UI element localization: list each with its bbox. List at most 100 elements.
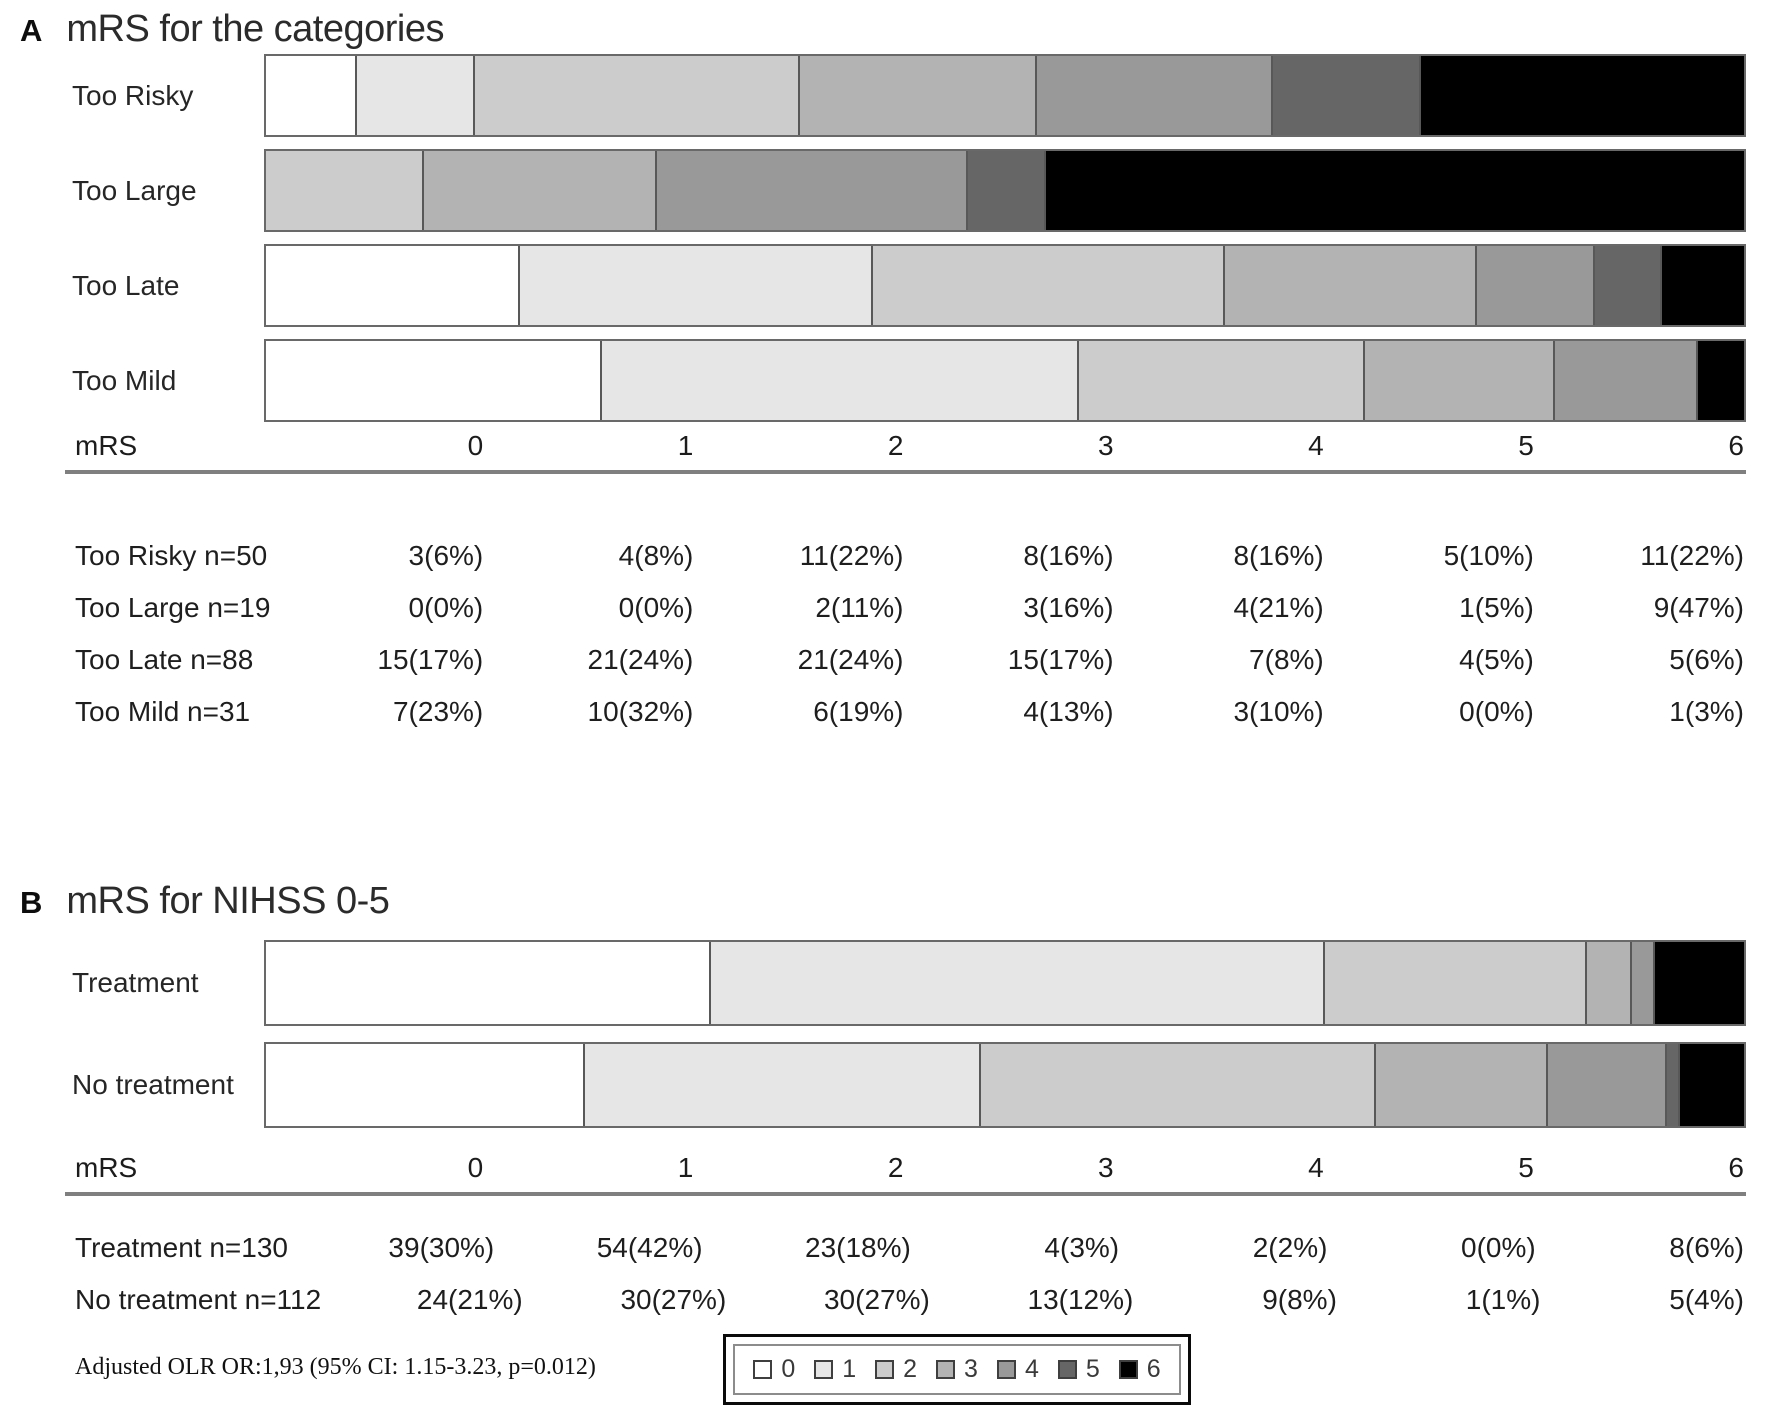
table-value-cell: 4(5%) (1459, 644, 1534, 675)
bar-segment-mrs-6 (1696, 341, 1744, 420)
panel-a-tag: A (20, 13, 43, 48)
panel-a-axis-row: mRS 0 1 2 3 4 5 6 (65, 422, 1746, 470)
table-row-label: Too Large n=19 (75, 592, 271, 623)
table-row: Too Large n=19 0(0%) 0(0%) 2(11%) 3(16%) 4(21… (65, 582, 1746, 634)
table-row: No treatment n=112 24(21%) 30(27%) 30(27%) 1… (65, 1274, 1746, 1326)
table-value-cell: 1(5%) (1459, 592, 1534, 623)
table-value-cell: 8(16%) (1233, 540, 1324, 571)
table-value-cell: 0(0%) (618, 592, 694, 623)
bar-segment-mrs-0 (266, 942, 710, 1024)
table-value-cell: 3(16%) (1023, 592, 1114, 623)
bar-segment-mrs-0 (266, 341, 600, 420)
legend-swatch-icon (996, 1360, 1016, 1379)
bar-segment-mrs-3 (798, 56, 1035, 135)
axis-tick: 3 (1098, 1152, 1114, 1183)
legend-swatch-icon (753, 1360, 773, 1379)
bar-segment-mrs-3 (1223, 246, 1476, 325)
table-value-cell: 4(3%) (1044, 1232, 1120, 1263)
table-value-cell: 24(21%) (416, 1284, 523, 1315)
panel-a-bars: Too Risky Too Large Too Late Too Mild (0, 54, 1746, 422)
table-value-cell: 3(10%) (1233, 696, 1324, 727)
bar-segment-mrs-1 (709, 942, 1324, 1024)
bar-segment-mrs-6 (1659, 246, 1744, 325)
bar-label: No treatment (72, 1069, 234, 1100)
table-value-cell: 1(1%) (1465, 1284, 1541, 1315)
panel-b-header: B mRS for NIHSS 0-5 (0, 880, 1772, 940)
table-value-cell: 15(17%) (377, 644, 484, 675)
table-value-cell: 30(27%) (823, 1284, 930, 1315)
legend-item: 2 (875, 1355, 917, 1384)
table-value-cell: 4(8%) (618, 540, 694, 571)
panel-a: A mRS for the categories Too Risky Too La… (0, 8, 1746, 727)
legend-label: 4 (1024, 1355, 1039, 1383)
legend-swatch-icon (875, 1360, 895, 1379)
bar-track (264, 54, 1746, 137)
mrs-legend: 0 1 2 3 4 5 6 (723, 1334, 1191, 1405)
bar-segment-mrs-0 (266, 56, 355, 135)
legend-item: 4 (996, 1355, 1039, 1384)
axis-tick: 0 (467, 430, 484, 461)
bar-segment-mrs-5 (1271, 56, 1419, 135)
table-value-cell: 9(47%) (1653, 592, 1744, 623)
legend-swatch-icon (1057, 1360, 1077, 1379)
bar-segment-mrs-2 (870, 246, 1224, 325)
bar-segment-mrs-5 (966, 151, 1044, 230)
bar-segment-mrs-1 (354, 56, 473, 135)
table-row-label: Too Risky n=50 (75, 540, 268, 571)
panel-a-axis-underline (65, 470, 1746, 474)
table-row-label: Too Late n=88 (75, 644, 254, 675)
table-value-cell: 1(3%) (1669, 696, 1744, 727)
axis-tick: 6 (1728, 1152, 1744, 1183)
table-value-cell: 21(24%) (587, 644, 694, 675)
bar-segment-mrs-0 (266, 246, 518, 325)
table-value-cell: 7(8%) (1249, 644, 1324, 675)
legend-label: 3 (964, 1355, 978, 1383)
axis-tick: 3 (1098, 430, 1114, 461)
table-row: Too Risky n=50 3(6%) 4(8%) 11(22%) 8(16%) 8(1… (65, 530, 1746, 582)
bar-segment-mrs-3 (421, 151, 655, 230)
bar-segment-mrs-1 (517, 246, 871, 325)
bar-track (264, 940, 1746, 1026)
table-value-cell: 21(24%) (797, 644, 904, 675)
legend-label: 6 (1146, 1355, 1161, 1383)
panel-b-bars: Treatment No treatment (0, 940, 1746, 1128)
legend-swatch-icon (936, 1360, 956, 1379)
axis-tick: 2 (887, 1152, 904, 1183)
legend-swatch-icon (814, 1360, 834, 1379)
bar-label: Too Mild (72, 364, 177, 396)
bar-row: Treatment (0, 940, 1746, 1026)
footer-row: Adjusted OLR OR:1,93 (95% CI: 1.15-3.23,… (0, 1354, 1772, 1381)
adjusted-olr-footnote: Adjusted OLR OR:1,93 (95% CI: 1.15-3.23,… (75, 1354, 596, 1380)
panel-a-axis-label: mRS (75, 430, 138, 461)
panel-a-title: mRS for the categories (66, 8, 444, 50)
table-value-cell: 10(32%) (587, 696, 694, 727)
bar-label: Treatment (72, 967, 199, 998)
legend-item: 3 (936, 1355, 978, 1384)
table-value-cell: 2(2%) (1252, 1232, 1328, 1263)
axis-tick: 6 (1728, 430, 1744, 461)
bar-segment-mrs-4 (1546, 1044, 1665, 1126)
bar-label: Too Risky (72, 79, 194, 111)
table-value-cell: 11(22%) (1640, 540, 1744, 571)
legend-item: 6 (1118, 1355, 1161, 1384)
legend-label: 0 (781, 1355, 796, 1383)
table-value-cell: 30(27%) (620, 1284, 727, 1315)
panel-b: B mRS for NIHSS 0-5 Treatment No treatmen… (0, 880, 1772, 1381)
bar-segment-mrs-2 (472, 56, 799, 135)
axis-tick: 1 (677, 430, 694, 461)
bar-row: Too Large (0, 149, 1746, 232)
table-row: Too Late n=88 15(17%) 21(24%) 21(24%) 15(17%… (65, 634, 1746, 686)
bar-segment-mrs-4 (1034, 56, 1271, 135)
axis-tick: 5 (1518, 1152, 1534, 1183)
table-value-cell: 3(6%) (408, 540, 484, 571)
bar-segment-mrs-5 (1592, 246, 1660, 325)
bar-segment-mrs-3 (1362, 341, 1554, 420)
bar-segment-mrs-2 (978, 1044, 1375, 1126)
axis-tick: 0 (467, 1152, 484, 1183)
panel-b-axis-underline (65, 1192, 1746, 1196)
panel-b-tag: B (20, 885, 43, 920)
axis-tick: 2 (887, 430, 904, 461)
table-value-cell: 54(42%) (596, 1232, 703, 1263)
legend-item: 5 (1057, 1355, 1100, 1384)
